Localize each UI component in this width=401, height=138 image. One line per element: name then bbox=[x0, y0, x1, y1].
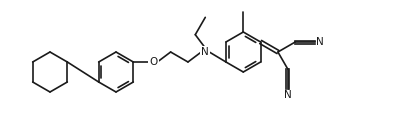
Text: N: N bbox=[201, 47, 209, 57]
Text: O: O bbox=[149, 57, 157, 67]
Text: N: N bbox=[316, 37, 323, 47]
Text: N: N bbox=[284, 90, 291, 100]
